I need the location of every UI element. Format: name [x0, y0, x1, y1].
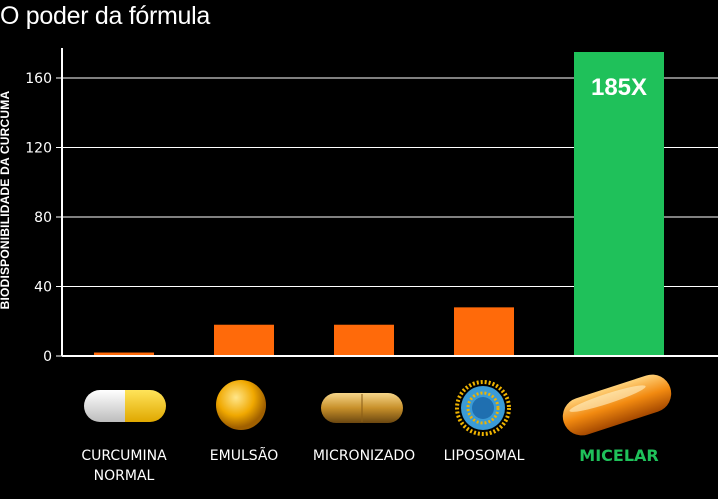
bar-annotation: 185X [591, 74, 647, 101]
chart-title: O poder da fórmula [0, 2, 210, 30]
liposome-icon [455, 380, 511, 436]
bar-micelar [574, 52, 664, 356]
capsule-white-yellow-icon [84, 390, 166, 422]
x-category-label: EMULSÃO [209, 448, 279, 464]
y-tick-label: 120 [25, 141, 52, 157]
bar-liposomal [454, 307, 514, 356]
y-tick-label: 80 [34, 210, 52, 226]
x-category-label: LIPOSOMAL [443, 448, 525, 464]
x-category-label: MICRONIZADO [312, 448, 416, 464]
micelle-softgel-icon [562, 374, 672, 436]
bar-curcumina-normal [94, 352, 154, 356]
x-category-label: MICELAR [579, 446, 659, 465]
y-tick-label: 160 [25, 71, 52, 87]
softgel-sphere-icon [216, 380, 266, 430]
y-tick-label: 40 [34, 280, 52, 296]
capsule-amber-icon [321, 393, 403, 423]
y-tick-label: 0 [43, 349, 52, 365]
bar-emuls-o [214, 324, 274, 356]
x-category-label: CURCUMINA NORMAL [81, 448, 167, 484]
bar-micronizado [334, 324, 394, 356]
